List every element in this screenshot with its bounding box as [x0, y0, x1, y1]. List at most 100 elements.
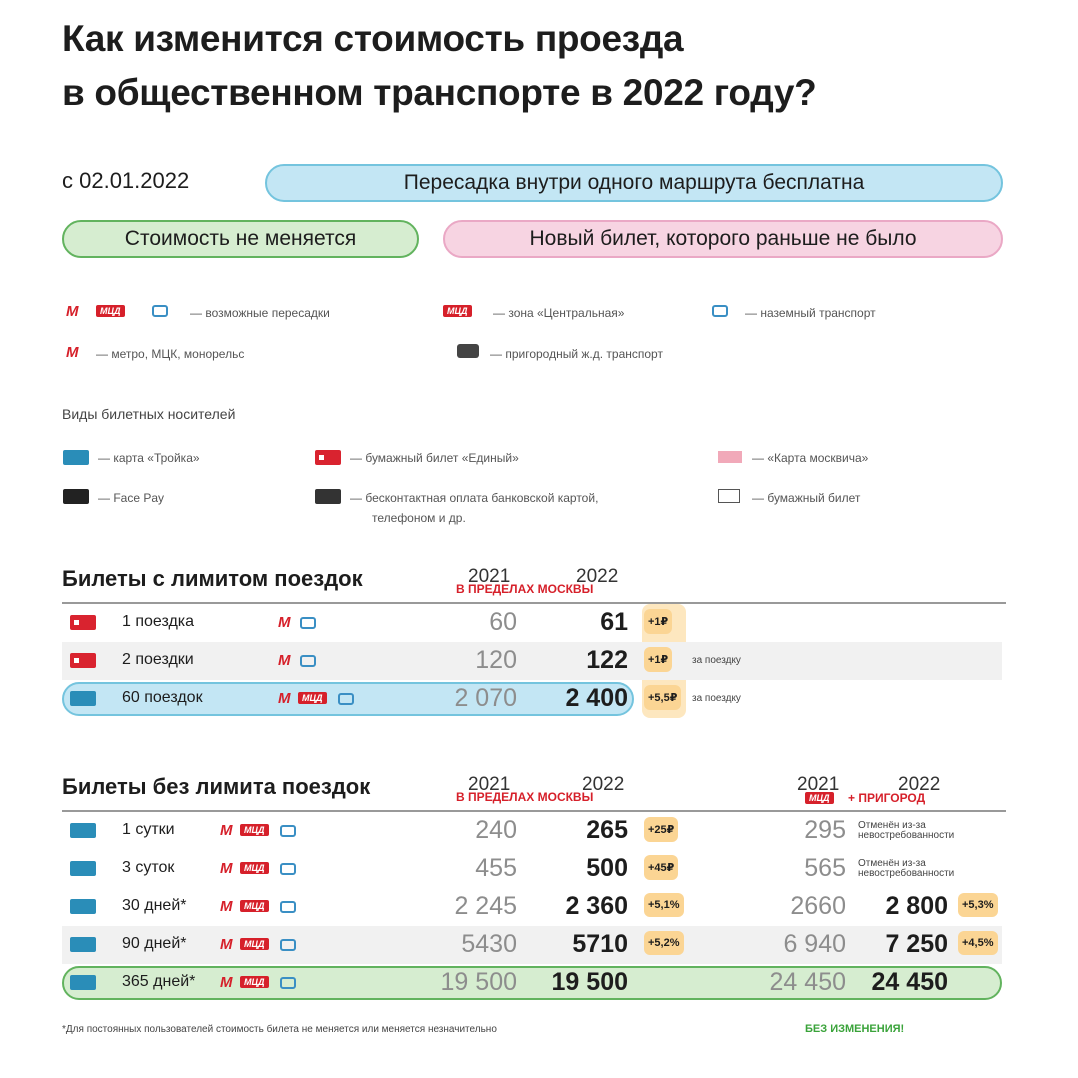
icon-mcd: МЦД: [240, 862, 269, 874]
price-2022: 61: [600, 608, 628, 636]
icon-mcd: МЦД: [240, 900, 269, 912]
scope: + ПРИГОРОД: [848, 791, 926, 805]
price-change: +5,2%: [644, 931, 684, 955]
carrier-text: телефоном и др.: [372, 511, 466, 525]
icon-paper: [70, 615, 96, 630]
icon-ground: [280, 977, 296, 989]
row-bg: [62, 926, 1002, 964]
ticket-name: 60 поездок: [122, 689, 203, 706]
carrier-text: — Face Pay: [98, 491, 165, 505]
scope: В ПРЕДЕЛАХ МОСКВЫ: [456, 790, 594, 804]
carrier-text: — карта «Тройка»: [98, 451, 200, 465]
icon-paper: [315, 450, 341, 465]
ticket-name: 30 дней*: [122, 897, 187, 914]
price-2021: 455: [475, 854, 517, 882]
price-2022: 2 360: [565, 892, 628, 920]
col-header: 2022: [898, 774, 941, 795]
icon-metro: М: [220, 974, 233, 991]
price-mcd-2021: 2660: [790, 892, 846, 920]
price-2022: 265: [586, 816, 628, 844]
icon-facepay: [63, 489, 89, 504]
ticket-name: 1 поездка: [122, 613, 195, 630]
rule: [62, 602, 1006, 604]
icon-mcd: МЦД: [240, 824, 269, 836]
col-header: 2022: [582, 774, 625, 795]
icon-paper: [70, 653, 96, 668]
price-2022: 5710: [572, 930, 628, 958]
date: с 02.01.2022: [62, 168, 190, 193]
icon-mcd: МЦД: [96, 305, 125, 317]
price-2022: 500: [586, 854, 628, 882]
col-header: 2021: [797, 774, 840, 795]
icon-metro: М: [220, 860, 233, 877]
title-line: в общественном транспорте в 2022 году?: [62, 72, 817, 113]
col-header: 2022: [576, 566, 619, 587]
price-mcd-2022: 24 450: [871, 968, 948, 996]
icon-ground: [280, 863, 296, 875]
section-title: Билеты с лимитом поездок: [62, 566, 363, 591]
price-mcd-2021: 295: [804, 816, 846, 844]
row-highlight: [62, 682, 634, 716]
ticket-name: 3 суток: [122, 859, 175, 876]
icon-troika: [70, 861, 96, 876]
price-2021: 5430: [461, 930, 517, 958]
price-mcd-2022: 2 800: [885, 892, 948, 920]
scope-mcd: МЦД: [805, 792, 834, 804]
badge: Стоимость не меняется: [62, 220, 419, 258]
icon-metro: М: [278, 614, 291, 631]
price-mcd-2021: 6 940: [783, 930, 846, 958]
icon-ground: [280, 939, 296, 951]
icon-metro: М: [220, 936, 233, 953]
icon-troika: [70, 823, 96, 838]
icon-train: [457, 344, 479, 358]
price-2021: 240: [475, 816, 517, 844]
icon-paper-ticket: [718, 489, 740, 503]
icon-ground: [280, 825, 296, 837]
carriers-heading: Виды билетных носителей: [62, 406, 236, 422]
icon-metro: М: [278, 690, 291, 707]
icon-mcd: МЦД: [443, 305, 472, 317]
price-2021: 19 500: [440, 968, 517, 996]
badge: Новый билет, которого раньше не было: [443, 220, 1003, 258]
legend-text: — возможные пересадки: [190, 306, 330, 320]
price-2021: 60: [489, 608, 517, 636]
price-2021: 120: [475, 646, 517, 674]
ticket-name: 1 сутки: [122, 821, 175, 838]
price-change: +25₽: [644, 817, 679, 842]
icon-muscovite: [718, 451, 742, 463]
icon-mcd: МЦД: [240, 976, 269, 988]
legend-text: — пригородный ж.д. транспорт: [490, 347, 663, 361]
icon-mcd: МЦД: [240, 938, 269, 950]
ticket-name: 365 дней*: [122, 973, 196, 990]
icon-troika: [70, 691, 96, 706]
row-highlight: [62, 966, 1002, 1000]
legend-text: — метро, МЦК, монорельс: [96, 347, 245, 361]
price-change: +45₽: [644, 855, 679, 880]
scope: В ПРЕДЕЛАХ МОСКВЫ: [456, 582, 594, 596]
price-change: +5,3%: [958, 893, 998, 917]
carrier-text: — «Карта москвича»: [752, 451, 869, 465]
icon-metro: М: [220, 822, 233, 839]
footnote: *Для постоянных пользователей стоимость …: [62, 1024, 497, 1035]
icon-troika: [70, 899, 96, 914]
section-title: Билеты без лимита поездок: [62, 774, 371, 799]
price-change: +5,5₽: [644, 685, 682, 710]
change-note: за поездку: [692, 693, 741, 704]
icon-metro: М: [278, 652, 291, 669]
icon-metro: М: [220, 898, 233, 915]
icon-ground: [300, 617, 316, 629]
icon-metro: М: [66, 344, 79, 361]
price-change: +5,1%: [644, 893, 684, 917]
cancel-note: Отменён из-за невостребованности: [858, 858, 955, 879]
col-header: 2021: [468, 566, 511, 587]
change-note: за поездку: [692, 655, 741, 666]
icon-troika: [63, 450, 89, 465]
cancel-note: Отменён из-за невостребованности: [858, 820, 955, 841]
price-mcd-2022: 7 250: [885, 930, 948, 958]
price-mcd-2021: 565: [804, 854, 846, 882]
icon-ground: [280, 901, 296, 913]
price-change: +1₽: [644, 647, 673, 672]
no-change-label: БЕЗ ИЗМЕНЕНИЯ!: [805, 1023, 905, 1035]
price-2022: 2 400: [565, 684, 628, 712]
